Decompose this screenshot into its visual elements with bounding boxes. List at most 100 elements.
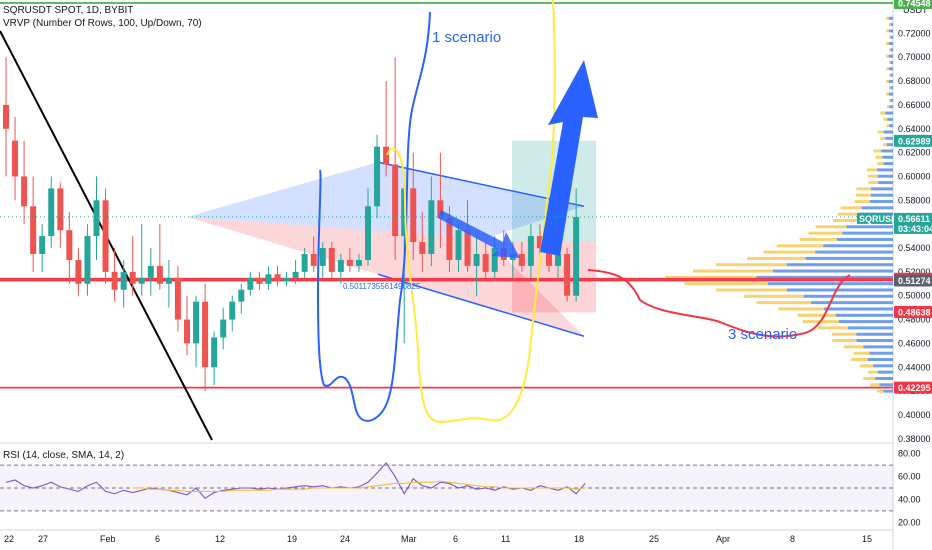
volume-profile-bar-up	[877, 174, 893, 178]
volume-profile-bar-down	[853, 351, 870, 355]
price-tick-label: 0.58000	[898, 195, 931, 205]
volume-profile-bar-down	[868, 181, 879, 185]
price-tag-value: 0.62989	[898, 136, 931, 146]
candle-body	[57, 188, 64, 231]
volume-profile-bar-down	[882, 143, 887, 147]
volume-profile-bar-down	[832, 339, 857, 343]
candle-body	[518, 253, 525, 266]
volume-profile-bar-up	[888, 42, 893, 46]
price-tick-label: 0.50000	[898, 291, 931, 301]
volume-profile-bar-up	[879, 383, 893, 387]
volume-profile-bar-down	[883, 117, 888, 121]
candle-body	[265, 274, 272, 284]
candle-body	[193, 301, 200, 344]
volume-profile-bar-down	[889, 23, 891, 27]
volume-profile-bar-down	[859, 364, 874, 368]
candle-body	[3, 104, 9, 129]
volume-profile-bar-down	[887, 105, 890, 109]
candle-body	[202, 301, 209, 368]
price-tag: 0.42295	[894, 381, 932, 394]
symbol-title[interactable]: SQRUSDT SPOT, 1D, BYBIT	[3, 5, 134, 16]
volume-profile-bar-down	[889, 48, 891, 52]
price-tick-label: 0.52000	[898, 267, 931, 277]
volume-profile-bar-down	[886, 79, 889, 83]
volume-profile-bar-up	[875, 376, 893, 380]
volume-profile-bar-up	[890, 23, 893, 27]
volume-profile-bar-down	[684, 282, 768, 286]
price-tick-label: 0.46000	[898, 338, 931, 348]
time-tick-label: 22	[4, 534, 14, 544]
candle-body	[21, 176, 28, 207]
candle-body	[220, 319, 227, 338]
candle-body	[473, 253, 480, 266]
rsi-sma-line	[132, 480, 586, 492]
volume-profile-bar-up	[882, 155, 893, 159]
volume-profile-bar-down	[716, 288, 787, 292]
volume-profile-bar-down	[831, 332, 857, 336]
candle-body	[555, 253, 562, 266]
rsi-indicator-label[interactable]: RSI (14, close, SMA, 14, 2)	[3, 450, 125, 461]
volume-profile-bar-down	[889, 60, 891, 64]
candle-body	[328, 248, 335, 272]
candle-body	[491, 248, 498, 272]
price-tag-bg	[894, 134, 932, 147]
price-tick-label: 0.72000	[898, 28, 931, 38]
candle-body	[455, 230, 462, 260]
candle-body	[292, 271, 299, 278]
candle-body	[120, 271, 127, 290]
volume-profile-bar-down	[808, 231, 843, 235]
candle-body	[147, 265, 154, 278]
price-tag: 0.51274	[894, 274, 932, 287]
volume-profile-bar-up	[846, 225, 893, 229]
time-tick-label: Apr	[716, 534, 730, 544]
volume-profile-bar-up	[881, 149, 893, 153]
time-tick-label: 8	[790, 534, 795, 544]
volume-profile-bar-up	[863, 345, 893, 349]
rsi-tick-label: 40.00	[898, 494, 921, 504]
volume-profile-bar-down	[863, 376, 876, 380]
price-tag-value: 0.51274	[898, 276, 931, 286]
volume-profile-bar-up	[877, 168, 893, 172]
volume-profile-bar-up	[836, 237, 893, 241]
price-tick-label: 0.62000	[898, 148, 931, 158]
candle-body	[392, 164, 399, 237]
volume-profile-bar-down	[778, 307, 825, 311]
candle-body	[111, 271, 118, 290]
time-tick-label: 27	[38, 534, 48, 544]
volume-profile-bar-down	[886, 54, 889, 58]
candle-body	[374, 146, 381, 207]
volume-profile-bar-down	[715, 263, 787, 267]
volume-profile-bar-down	[665, 275, 757, 279]
candle-body	[546, 248, 552, 266]
candle-body	[301, 253, 308, 272]
candle-body	[536, 236, 543, 249]
volume-profile-bar-up	[888, 29, 893, 33]
volume-profile-bar-down	[815, 225, 847, 229]
volume-profile-bar-down	[889, 35, 891, 39]
candle-body	[165, 277, 172, 284]
vrvp-indicator-label[interactable]: VRVP (Number Of Rows, 100, Up/Down, 70)	[3, 18, 202, 29]
candle-body	[48, 188, 55, 237]
volume-profile-bar-down	[886, 16, 889, 20]
volume-profile-bar-up	[803, 294, 893, 298]
price-tick-label: 0.54000	[898, 243, 931, 253]
volume-profile-bar-up	[890, 86, 893, 90]
symbol-price: 0.56611	[898, 214, 930, 224]
price-tag: 0.74548	[894, 0, 932, 10]
scenario-3-label: 3 scenario	[728, 326, 797, 343]
volume-profile-bar-down	[797, 313, 836, 317]
candle-body	[247, 277, 254, 290]
candle-body	[410, 188, 417, 243]
volume-profile-bar-down	[837, 212, 860, 216]
volume-profile-bar-up	[811, 301, 893, 305]
volume-profile-bar-up	[786, 288, 893, 292]
volume-profile-bar-up	[838, 320, 893, 324]
volume-profile-bar-up	[890, 35, 893, 39]
price-tag-bg	[894, 0, 932, 10]
volume-profile-bar-down	[889, 86, 891, 90]
volume-profile-bar-up	[888, 67, 893, 71]
volume-profile-bar-up	[877, 370, 893, 374]
candle-body	[256, 277, 263, 284]
